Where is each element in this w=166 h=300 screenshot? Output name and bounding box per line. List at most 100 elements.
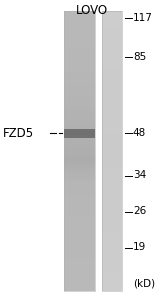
Bar — [102, 88, 122, 89]
Bar — [64, 176, 95, 177]
Bar — [64, 145, 95, 146]
Bar — [102, 246, 122, 247]
Bar — [102, 104, 122, 106]
Bar — [64, 88, 95, 89]
Bar — [102, 191, 122, 193]
Bar — [102, 11, 122, 12]
Bar — [64, 208, 95, 210]
Bar — [64, 160, 95, 161]
Bar — [102, 106, 122, 107]
Text: FZD5: FZD5 — [3, 127, 35, 140]
Bar — [64, 183, 95, 184]
Bar — [102, 270, 122, 272]
Bar — [64, 76, 95, 78]
Text: LOVO: LOVO — [76, 4, 108, 17]
Bar — [64, 167, 95, 168]
Bar — [64, 89, 95, 90]
Bar — [64, 259, 95, 260]
Bar — [64, 140, 95, 142]
Bar — [64, 254, 95, 256]
Bar — [64, 90, 95, 92]
Bar — [64, 272, 95, 273]
Bar — [102, 27, 122, 29]
Bar — [102, 72, 122, 74]
Bar — [102, 184, 122, 186]
Bar — [64, 252, 95, 253]
Bar — [102, 140, 122, 141]
Bar — [102, 158, 122, 159]
Bar — [64, 177, 95, 178]
Text: 19: 19 — [133, 242, 146, 253]
Bar — [64, 169, 95, 170]
Bar — [64, 125, 95, 127]
Bar — [102, 273, 122, 274]
Bar — [102, 287, 122, 288]
Bar — [64, 253, 95, 254]
Bar — [64, 158, 95, 159]
Bar — [102, 128, 122, 130]
Bar — [102, 89, 122, 90]
Bar — [102, 221, 122, 222]
Bar — [64, 233, 95, 235]
Bar — [64, 260, 95, 262]
Bar — [102, 29, 122, 30]
Bar — [64, 153, 95, 154]
Bar — [64, 85, 95, 86]
Bar — [64, 54, 95, 56]
Bar — [102, 254, 122, 256]
Bar — [102, 207, 122, 208]
Bar — [64, 133, 95, 134]
Bar — [64, 44, 95, 46]
Bar — [64, 268, 95, 270]
Bar — [64, 229, 95, 231]
Bar — [102, 51, 122, 52]
Bar — [64, 71, 95, 72]
Bar — [102, 189, 122, 190]
Bar — [102, 83, 122, 85]
Bar — [64, 217, 95, 218]
Bar — [64, 155, 95, 156]
Bar — [102, 248, 122, 249]
Bar — [102, 278, 122, 280]
Bar — [64, 100, 95, 102]
Bar — [102, 187, 122, 189]
Bar — [102, 116, 122, 117]
Bar — [102, 17, 122, 19]
Bar — [64, 215, 95, 217]
Bar — [102, 26, 122, 27]
Bar — [64, 13, 95, 15]
Bar — [102, 65, 122, 67]
Bar — [64, 158, 95, 159]
Bar — [64, 277, 95, 278]
Bar — [64, 26, 95, 27]
Bar — [64, 172, 95, 173]
Bar — [102, 11, 122, 291]
Bar — [102, 228, 122, 229]
Bar — [64, 288, 95, 290]
Bar — [64, 194, 95, 196]
Bar — [102, 148, 122, 149]
Bar — [102, 134, 122, 135]
Bar — [64, 134, 95, 135]
Bar — [102, 202, 122, 204]
Bar — [102, 68, 122, 69]
Bar — [64, 124, 95, 125]
Bar — [64, 212, 95, 214]
Bar — [64, 159, 95, 160]
Bar — [64, 164, 95, 165]
Bar — [64, 278, 95, 280]
Bar — [64, 241, 95, 242]
Text: 117: 117 — [133, 13, 153, 23]
Bar — [102, 90, 122, 92]
Text: 48: 48 — [133, 128, 146, 139]
Bar — [102, 41, 122, 43]
Bar — [102, 253, 122, 254]
Bar — [102, 164, 122, 165]
Text: (kD): (kD) — [133, 278, 155, 289]
Bar — [102, 283, 122, 284]
Bar — [102, 103, 122, 104]
Bar — [102, 262, 122, 263]
Bar — [64, 95, 95, 96]
Bar — [64, 189, 95, 190]
Bar — [102, 37, 122, 38]
